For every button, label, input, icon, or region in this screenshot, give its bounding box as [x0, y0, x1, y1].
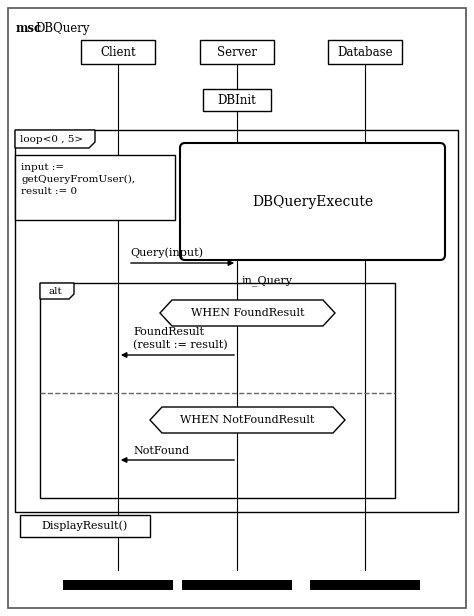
- Polygon shape: [160, 300, 335, 326]
- Bar: [328, 40, 402, 64]
- Text: NotFound: NotFound: [133, 446, 189, 456]
- Text: Database: Database: [337, 46, 393, 59]
- Text: Query(input): Query(input): [130, 248, 203, 258]
- Text: DBInit: DBInit: [218, 94, 256, 107]
- Bar: [200, 40, 274, 64]
- Text: WHEN NotFoundResult: WHEN NotFoundResult: [180, 415, 315, 425]
- Text: DisplayResult(): DisplayResult(): [42, 521, 128, 531]
- Text: loop<0 , 5>: loop<0 , 5>: [20, 134, 83, 144]
- Bar: [203, 89, 271, 111]
- Bar: [81, 40, 155, 64]
- Bar: [182, 580, 292, 590]
- Text: DBQueryExecute: DBQueryExecute: [252, 195, 373, 208]
- Bar: [15, 130, 458, 512]
- Text: input :=
getQueryFromUser(),
result := 0: input := getQueryFromUser(), result := 0: [21, 163, 135, 196]
- Text: DBQuery: DBQuery: [35, 22, 90, 35]
- Text: msc: msc: [16, 22, 42, 35]
- Text: Client: Client: [100, 46, 136, 59]
- Polygon shape: [15, 130, 95, 148]
- Bar: [20, 515, 150, 537]
- Bar: [63, 580, 173, 590]
- Text: alt: alt: [48, 286, 62, 296]
- Text: WHEN FoundResult: WHEN FoundResult: [191, 308, 304, 318]
- FancyBboxPatch shape: [180, 143, 445, 260]
- Polygon shape: [150, 407, 345, 433]
- Bar: [40, 283, 395, 498]
- Bar: [310, 580, 420, 590]
- Text: FoundResult
(result := result): FoundResult (result := result): [133, 327, 228, 350]
- Polygon shape: [40, 283, 74, 299]
- Text: Server: Server: [217, 46, 257, 59]
- Bar: [15, 155, 175, 220]
- Text: in_Query: in_Query: [242, 275, 293, 286]
